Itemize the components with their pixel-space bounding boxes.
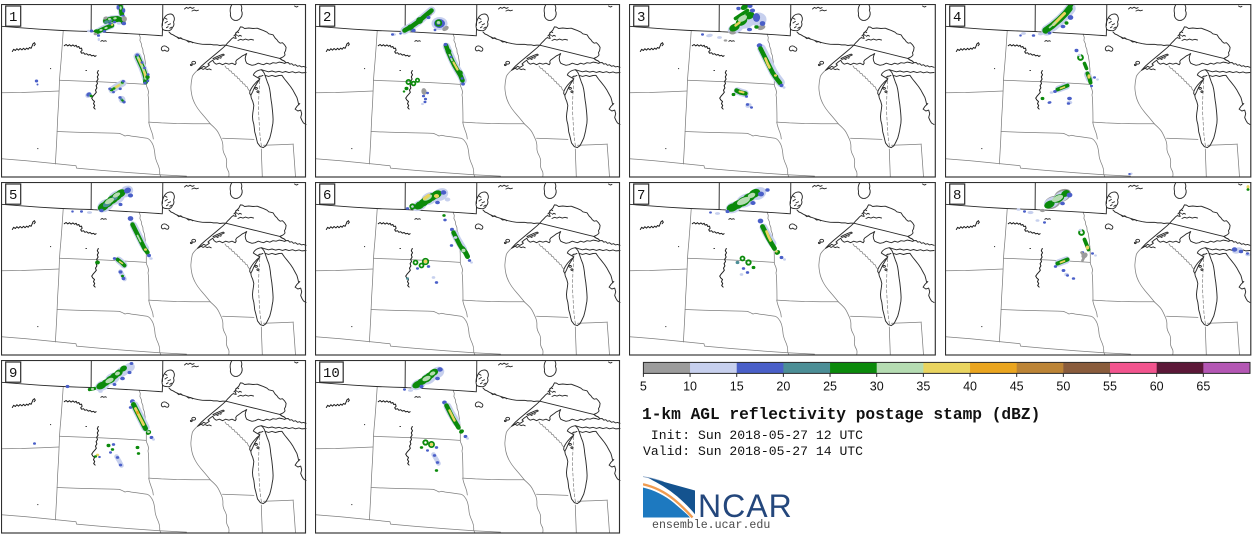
svg-text:10: 10 xyxy=(683,380,697,394)
svg-text:1: 1 xyxy=(9,10,17,26)
svg-text:5: 5 xyxy=(9,188,17,204)
svg-text:25: 25 xyxy=(823,380,837,394)
svg-text:6: 6 xyxy=(323,188,331,204)
svg-text:45: 45 xyxy=(1010,380,1024,394)
svg-text:5: 5 xyxy=(640,380,647,394)
svg-text:7: 7 xyxy=(637,188,645,204)
svg-text:35: 35 xyxy=(916,380,930,394)
svg-text:50: 50 xyxy=(1056,380,1070,394)
svg-text:8: 8 xyxy=(953,188,961,204)
svg-text:60: 60 xyxy=(1150,380,1164,394)
svg-text:4: 4 xyxy=(953,10,961,26)
svg-text:40: 40 xyxy=(963,380,977,394)
svg-text:15: 15 xyxy=(730,380,744,394)
svg-text:65: 65 xyxy=(1196,380,1210,394)
svg-text:9: 9 xyxy=(9,366,17,382)
svg-text:3: 3 xyxy=(637,10,645,26)
svg-text:NCAR: NCAR xyxy=(698,488,793,520)
svg-text:55: 55 xyxy=(1103,380,1117,394)
svg-text:30: 30 xyxy=(870,380,884,394)
svg-text:20: 20 xyxy=(776,380,790,394)
svg-text:10: 10 xyxy=(323,366,340,382)
svg-text:2: 2 xyxy=(323,10,331,26)
